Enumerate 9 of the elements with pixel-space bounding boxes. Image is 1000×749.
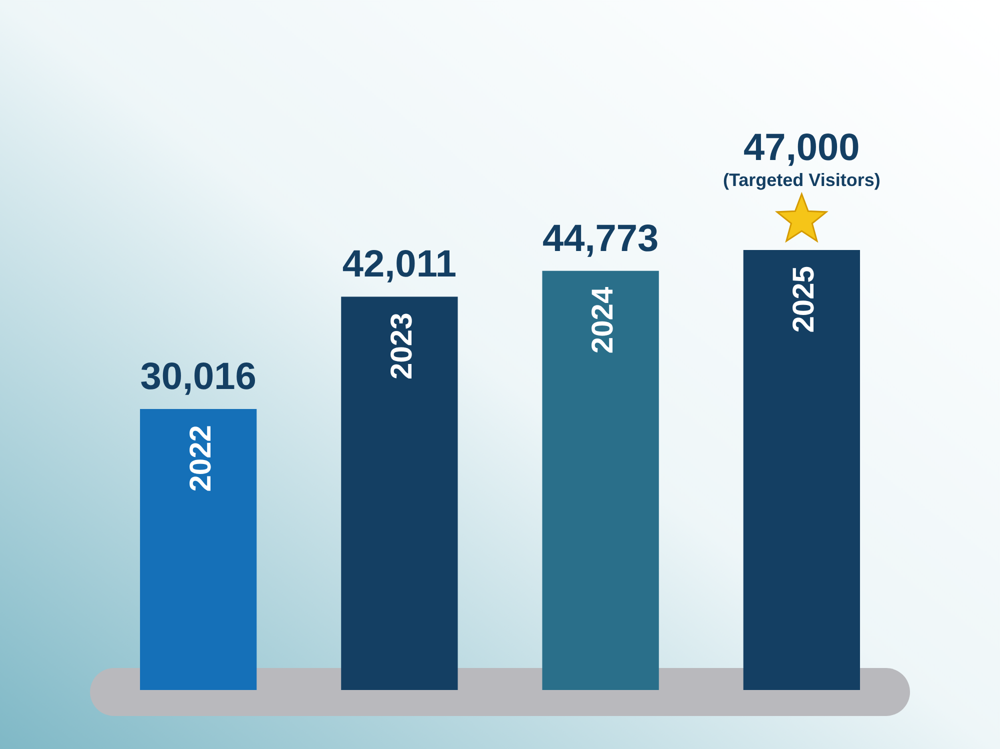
x-tick-label: 2023 xyxy=(385,312,418,380)
data-label: 30,016 xyxy=(140,356,256,398)
data-label: 44,773 xyxy=(542,218,659,260)
x-tick-label: 2024 xyxy=(586,286,620,354)
data-label: 47,000 xyxy=(744,127,860,169)
x-tick-label: 2022 xyxy=(184,425,218,492)
text: (Targeted Visitors) xyxy=(722,170,880,190)
x-tick-label: 2025 xyxy=(788,266,821,333)
data-label: 42,011 xyxy=(342,244,457,286)
